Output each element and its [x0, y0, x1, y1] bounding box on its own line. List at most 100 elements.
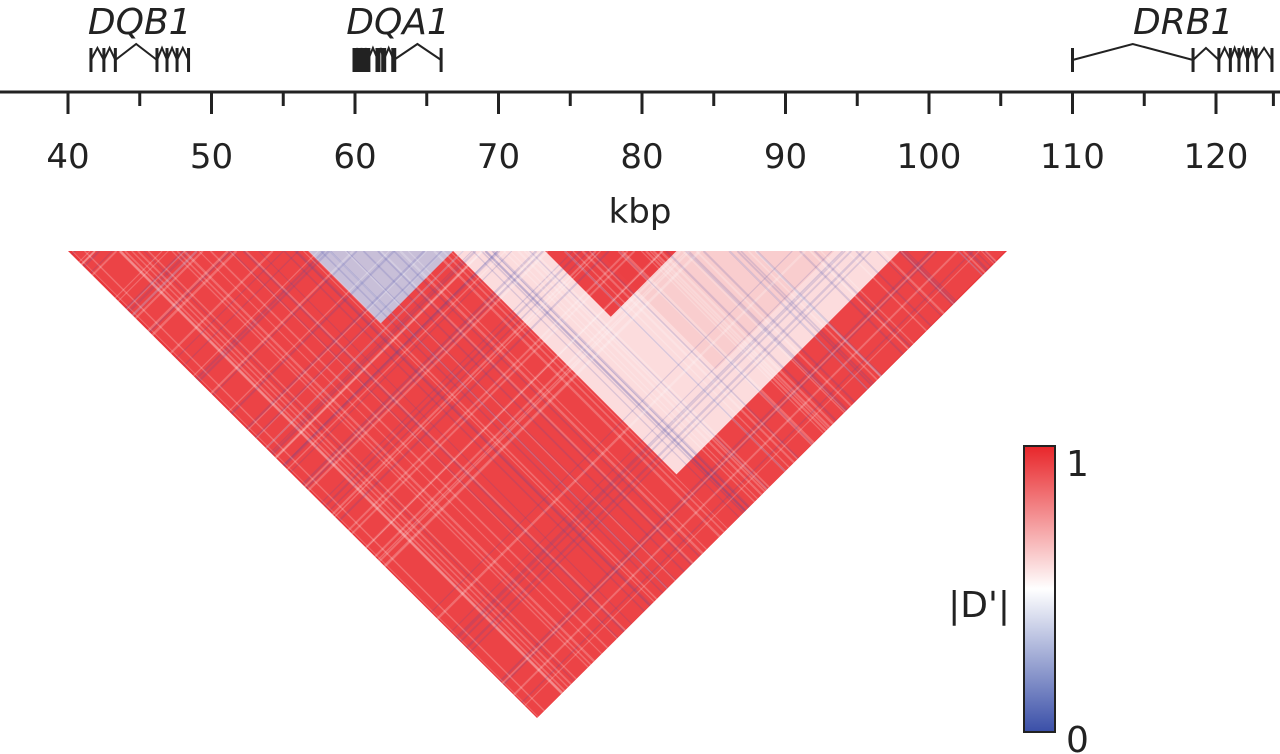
- ld-stripe: [905, 251, 1007, 718]
- exon: [187, 48, 191, 72]
- ld-stripe: [68, 251, 96, 718]
- ld-stripe: [68, 251, 238, 718]
- exon: [1254, 48, 1258, 72]
- gene-label: DRB1: [1133, 2, 1233, 43]
- gene-track: DQB1 DQA1 DRB1: [88, 2, 1274, 72]
- colorbar-title: |D'|: [948, 585, 1010, 626]
- tick-label: 50: [190, 137, 233, 177]
- ld-stripe: [454, 251, 936, 718]
- exon: [1217, 48, 1221, 72]
- exon: [1228, 48, 1232, 72]
- intron: [1217, 45, 1232, 61]
- ld-stripe: [702, 251, 1007, 718]
- x-axis-label: kbp: [609, 192, 672, 232]
- intron: [1192, 46, 1220, 61]
- ld-stripe: [68, 251, 118, 718]
- exon: [1071, 48, 1074, 72]
- ld-stripe: [118, 251, 601, 718]
- genomic-axis: 40 50 60 70 80 90 100 110 120 kbp: [0, 90, 1280, 232]
- colorbar-gradient: [1023, 445, 1056, 733]
- colorbar: 1 0 |D'|: [948, 444, 1089, 754]
- ld-stripe: [198, 251, 680, 718]
- ld-stripe: [476, 251, 959, 718]
- ld-stripe: [68, 251, 91, 718]
- intron: [156, 45, 168, 61]
- tick-label: 100: [897, 137, 962, 177]
- ld-stripe: [880, 251, 1007, 718]
- ld-stripe: [755, 251, 1007, 718]
- tick-label: 120: [1184, 137, 1249, 177]
- tick-label: 90: [764, 137, 807, 177]
- exon: [1237, 48, 1241, 72]
- ld-stripe: [68, 251, 113, 718]
- ld-stripe: [71, 251, 553, 718]
- colorbar-min-label: 0: [1066, 720, 1089, 754]
- intron: [1072, 42, 1194, 61]
- exon: [391, 48, 397, 72]
- exon: [356, 48, 362, 72]
- gene-dqa1: DQA1: [346, 2, 450, 72]
- ld-stripe: [68, 251, 274, 718]
- ld-block: [545, 251, 677, 317]
- ld-stripe: [171, 251, 653, 718]
- ld-stripe: [813, 251, 1007, 718]
- ld-stripe: [498, 251, 980, 718]
- ld-stripe: [799, 251, 1007, 718]
- ld-stripe: [736, 251, 1007, 718]
- ld-stripe: [974, 251, 1007, 718]
- ld-stripe: [131, 251, 613, 718]
- intron: [114, 42, 158, 61]
- ld-stripe: [68, 251, 101, 718]
- ld-stripe: [740, 251, 1007, 718]
- ld-stripe: [957, 251, 1007, 718]
- exon: [113, 48, 117, 72]
- tick-label: 110: [1040, 137, 1105, 177]
- ld-stripe: [68, 251, 232, 718]
- ld-stripe: [84, 251, 566, 718]
- ld-stripe: [820, 251, 1007, 718]
- ld-stripe: [900, 251, 1007, 718]
- intron: [176, 45, 190, 61]
- ld-stripe: [124, 251, 606, 718]
- gene-drb1: DRB1: [1071, 2, 1274, 72]
- gene-label: DQA1: [346, 2, 450, 43]
- ld-triangle: [68, 251, 1007, 718]
- ld-stripe: [695, 251, 1007, 718]
- gene-label: DQB1: [88, 2, 192, 43]
- ld-block: [453, 251, 900, 475]
- ld-stripe: [147, 251, 629, 718]
- exon: [165, 48, 169, 72]
- tick-label: 70: [477, 137, 520, 177]
- ld-stripe: [68, 251, 299, 718]
- exon: [1270, 48, 1274, 72]
- exon: [361, 48, 367, 72]
- ld-stripe: [449, 251, 932, 718]
- ld-stripe: [728, 251, 1007, 718]
- colorbar-max-label: 1: [1066, 444, 1089, 485]
- exon: [1246, 48, 1250, 72]
- ld-stripe: [183, 251, 665, 718]
- ld-stripe: [143, 251, 625, 718]
- ld-stripe: [810, 251, 1007, 718]
- exon: [439, 48, 443, 72]
- ld-block: [597, 251, 835, 370]
- ld-stripe: [456, 251, 938, 718]
- axis-tick-labels: 40 50 60 70 80 90 100 110 120: [46, 137, 1248, 177]
- axis-ticks: [66, 92, 1275, 114]
- ld-stripe: [68, 251, 284, 718]
- ld-stripe: [747, 251, 1007, 718]
- intron: [393, 42, 442, 61]
- ld-stripe: [119, 251, 602, 718]
- tick-label: 40: [46, 137, 89, 177]
- exon: [155, 48, 159, 72]
- intron: [166, 45, 178, 61]
- ld-stripe: [492, 251, 974, 718]
- ld-stripe: [966, 251, 1007, 718]
- ld-stripe: [898, 251, 1007, 718]
- ld-stripe: [809, 251, 1007, 718]
- exon: [352, 48, 358, 72]
- exon: [375, 48, 381, 72]
- tick-label: 60: [333, 137, 376, 177]
- exon: [102, 48, 106, 72]
